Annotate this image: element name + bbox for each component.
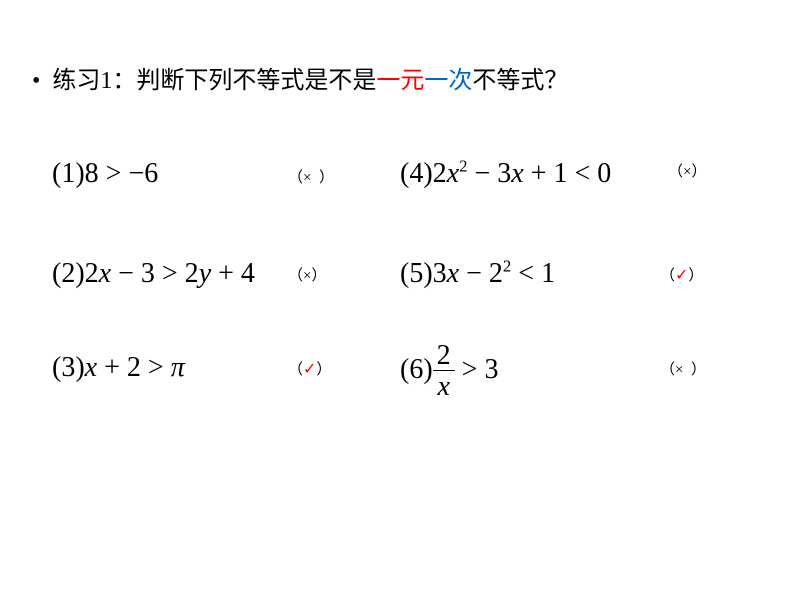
title-red: 一元 [376, 68, 424, 94]
mark-1: × [303, 170, 311, 186]
answer-3: （✓） [288, 358, 331, 379]
inequality-4: (4)2x2 − 3x + 1 < 0 [400, 158, 611, 190]
mark-5: ✓ [675, 267, 688, 284]
mark-3: ✓ [303, 361, 316, 378]
label-4: (4) [400, 158, 433, 189]
answer-6: （× ） [660, 358, 706, 379]
fraction: 2x [433, 342, 455, 401]
answer-4: （×） [668, 160, 707, 181]
expr-1: 8 > −6 [85, 158, 159, 189]
answer-2: （×） [288, 264, 327, 285]
inequality-1: (1)8 > −6 [52, 158, 158, 190]
bullet: • [32, 68, 46, 94]
label-5: (5) [400, 258, 433, 289]
title-suffix: 不等式？ [472, 68, 568, 94]
title-prefix: 练习1：判断下列不等式是不是 [52, 68, 376, 94]
label-2: (2) [52, 258, 85, 289]
inequality-2: (2)2x − 3 > 2y + 4 [52, 258, 255, 290]
answer-1: （× ） [288, 166, 334, 187]
label-1: (1) [52, 158, 85, 189]
inequality-6: (6)2x > 3 [400, 342, 498, 401]
title-blue: 一次 [424, 68, 472, 94]
label-6: (6) [400, 354, 433, 385]
inequality-3: (3)x + 2 > π [52, 352, 185, 384]
mark-6: × [675, 362, 683, 378]
inequality-5: (5)3x − 22 < 1 [400, 258, 555, 290]
answer-5: （✓） [660, 264, 703, 285]
exercise-title: • 练习1：判断下列不等式是不是一元一次不等式？ [32, 60, 568, 95]
label-3: (3) [52, 352, 85, 383]
